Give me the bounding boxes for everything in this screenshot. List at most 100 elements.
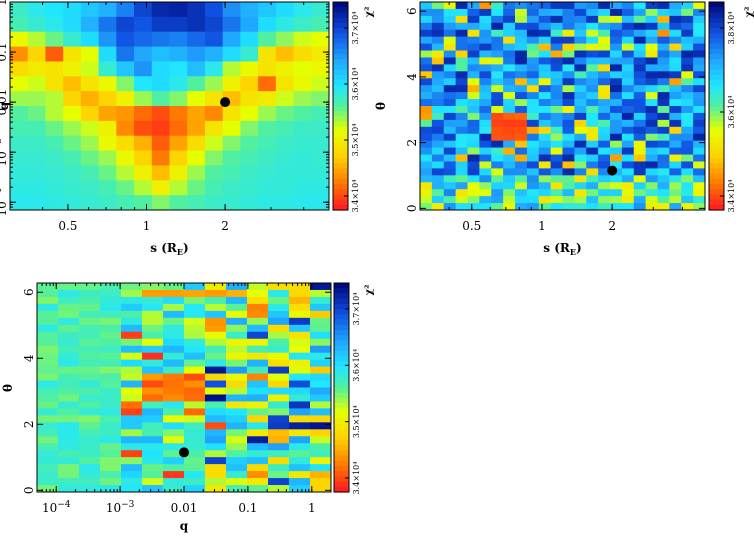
heatmap-cell xyxy=(621,8,635,17)
heatmap-cell xyxy=(268,429,290,437)
heatmap-cell xyxy=(526,71,540,79)
heatmap-cell xyxy=(80,91,100,107)
heatmap-cell xyxy=(491,71,504,79)
heatmap-cell xyxy=(151,46,170,62)
heatmap-cell xyxy=(226,443,248,451)
heatmap-cell xyxy=(491,29,504,38)
heatmap-cell xyxy=(258,150,277,166)
heatmap-cell xyxy=(142,457,164,465)
heatmap-cell xyxy=(586,126,599,135)
heatmap-cell xyxy=(550,175,564,183)
heatmap-cell xyxy=(204,91,224,107)
heatmap-cell xyxy=(226,359,248,368)
heatmap-cell xyxy=(58,436,80,444)
heatmap-cell xyxy=(205,366,227,375)
heatmap-cell xyxy=(657,85,670,93)
heatmap-cell xyxy=(538,119,552,128)
heatmap-cell xyxy=(134,76,153,92)
heatmap-cell xyxy=(226,485,248,493)
heatmap-cell xyxy=(420,29,433,38)
heatmap-cell xyxy=(240,61,259,77)
heatmap-cell xyxy=(657,119,670,128)
heatmap-cell xyxy=(222,31,241,48)
heatmap-cell xyxy=(268,283,290,291)
heatmap-cell xyxy=(58,324,80,333)
colorbar-segment xyxy=(334,408,349,415)
heatmap-cell xyxy=(574,140,587,149)
colorbar-segment xyxy=(709,147,724,154)
heatmap-cell xyxy=(598,112,611,121)
heatmap-cell xyxy=(247,303,269,312)
colorbar-segment xyxy=(333,137,348,143)
heatmap-cell xyxy=(121,317,143,326)
heatmap-cell xyxy=(268,436,290,444)
heatmap-cell xyxy=(491,64,504,72)
colorbar-segment xyxy=(333,111,348,117)
heatmap-cell xyxy=(98,195,117,211)
heatmap-cell xyxy=(443,43,457,52)
heatmap-cell xyxy=(503,78,516,86)
heatmap-cell xyxy=(58,443,80,451)
x-tick-label: 0.5 xyxy=(462,219,481,233)
heatmap-cell xyxy=(79,457,101,465)
heatmap-cell xyxy=(79,387,101,395)
heatmap-cell xyxy=(79,408,101,416)
heatmap-cell xyxy=(247,373,269,382)
heatmap-cell xyxy=(657,29,670,38)
heatmap-cell xyxy=(184,380,206,388)
x-axis-label: s (RE) xyxy=(543,241,581,257)
heatmap-cell xyxy=(693,168,706,176)
heatmap-cell xyxy=(657,140,670,149)
heatmap-cell xyxy=(586,64,599,72)
heatmap-cell xyxy=(205,436,227,444)
heatmap-cell xyxy=(515,15,528,24)
heatmap-cell xyxy=(268,345,290,354)
heatmap-cell xyxy=(310,283,332,291)
heatmap-cell xyxy=(645,112,659,121)
heatmap-cell xyxy=(79,478,101,486)
heatmap-cell xyxy=(226,408,248,416)
heatmap-cell xyxy=(669,57,682,65)
heatmap-cell xyxy=(467,92,480,100)
heatmap-cell xyxy=(574,2,587,10)
heatmap-cell xyxy=(205,338,227,347)
heatmap-cell xyxy=(205,289,227,298)
heatmap-cell xyxy=(184,303,206,312)
heatmap-cell xyxy=(420,126,433,135)
colorbar-segment xyxy=(334,345,349,352)
heatmap-cell xyxy=(681,64,694,72)
heatmap-cell xyxy=(184,352,206,361)
heatmap-cell xyxy=(205,317,227,326)
heatmap-cell xyxy=(598,64,611,72)
heatmap-cell xyxy=(268,464,290,472)
heatmap-cell xyxy=(116,16,135,33)
colorbar-tick-label: 3.4×10⁴ xyxy=(352,462,361,495)
heatmap-cell xyxy=(455,161,469,169)
heatmap-cell xyxy=(151,120,170,137)
heatmap-cell xyxy=(37,324,59,333)
heatmap-cell xyxy=(681,196,694,204)
heatmap-cell xyxy=(226,296,248,305)
heatmap-cell xyxy=(268,408,290,416)
heatmap-cell xyxy=(455,154,469,162)
colorbar-segment xyxy=(334,361,349,368)
heatmap-cell xyxy=(310,415,332,423)
heatmap-cell xyxy=(80,46,100,62)
heatmap-cell xyxy=(610,203,623,211)
colorbar-segment xyxy=(334,476,349,483)
heatmap-cell xyxy=(63,106,82,122)
heatmap-cell xyxy=(289,485,311,493)
heatmap-cell xyxy=(610,15,623,24)
colorbar-segment xyxy=(333,204,348,211)
heatmap-cell xyxy=(657,22,670,31)
heatmap-cell xyxy=(431,203,445,211)
heatmap-cell xyxy=(479,78,492,86)
heatmap-cell xyxy=(151,31,170,48)
heatmap-cell xyxy=(515,22,528,31)
heatmap-cell xyxy=(479,133,492,142)
heatmap-cell xyxy=(550,112,564,121)
heatmap-cell xyxy=(289,331,311,340)
heatmap-cell xyxy=(240,150,259,166)
heatmap-cell xyxy=(610,161,623,169)
